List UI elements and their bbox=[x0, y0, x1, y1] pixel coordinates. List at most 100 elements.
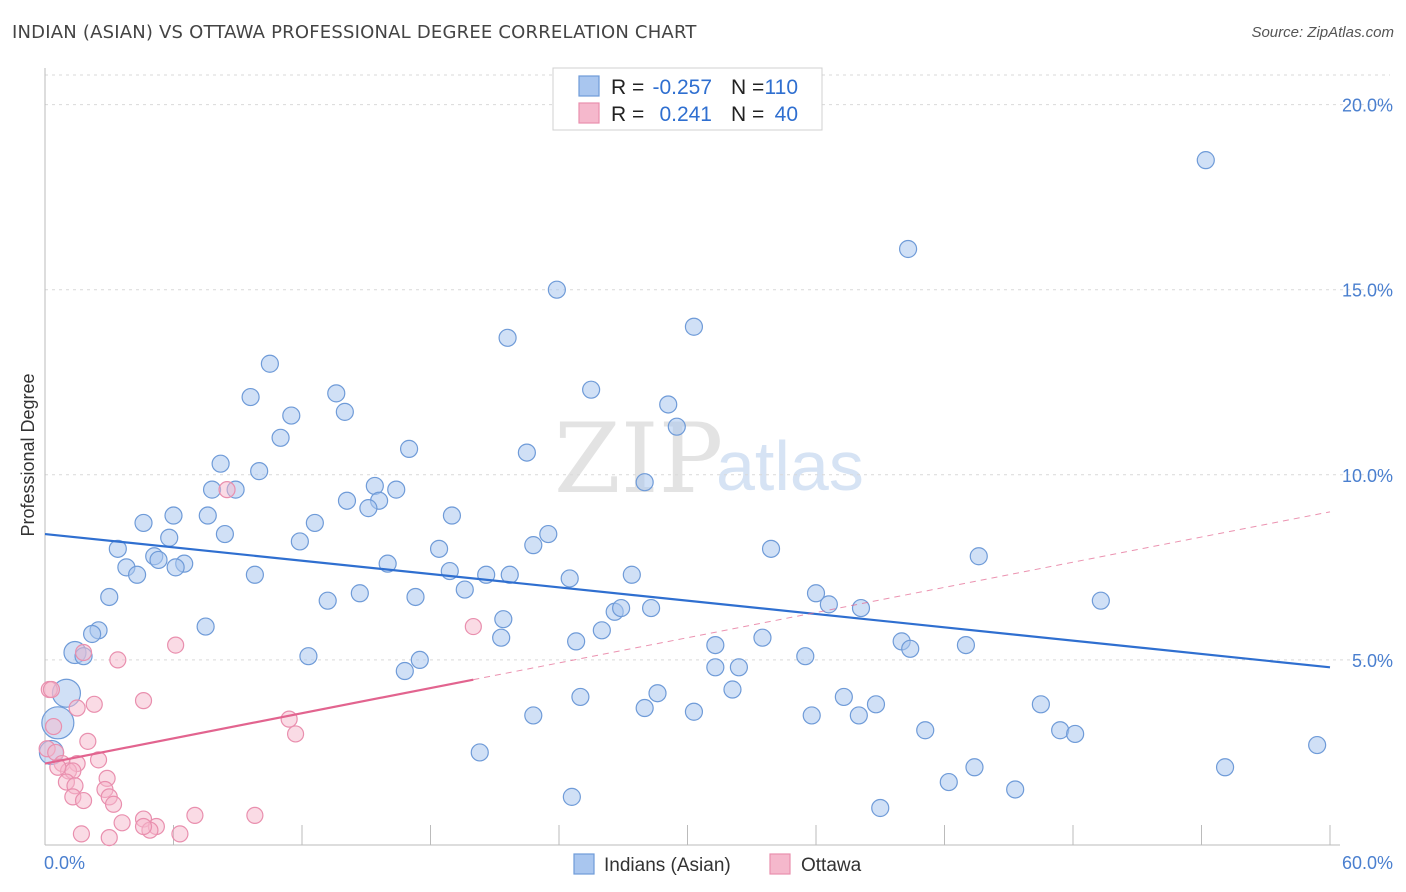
point-indians-4 bbox=[684, 317, 704, 336]
point-indians-22 bbox=[635, 473, 654, 492]
chart-source: Source: ZipAtlas.com bbox=[1251, 24, 1394, 41]
point-indians-99 bbox=[1051, 721, 1070, 740]
point-indians-56 bbox=[100, 587, 119, 607]
watermark-zip: ZIP bbox=[554, 403, 723, 515]
point-indians-91 bbox=[1031, 695, 1050, 714]
point-indians-21 bbox=[387, 480, 406, 499]
point-ottawa-33 bbox=[113, 814, 131, 832]
point-indians-71 bbox=[567, 632, 586, 651]
point-indians-82 bbox=[729, 658, 749, 677]
point-indians-102 bbox=[470, 743, 489, 762]
point-indians-67 bbox=[592, 621, 611, 640]
point-ottawa-32 bbox=[246, 806, 264, 824]
point-indians-5 bbox=[260, 354, 279, 373]
point-indians-108 bbox=[562, 787, 581, 806]
point-indians-87 bbox=[571, 687, 590, 707]
point-indians-54 bbox=[350, 584, 369, 603]
point-indians-76 bbox=[901, 639, 920, 658]
y-tick-label-3: 20.0% bbox=[1342, 96, 1393, 116]
point-indians-41 bbox=[149, 550, 168, 570]
point-indians-13 bbox=[271, 428, 290, 447]
point-indians-55 bbox=[806, 584, 826, 603]
point-indians-69 bbox=[83, 624, 102, 644]
point-indians-47 bbox=[245, 565, 264, 584]
point-indians-8 bbox=[282, 406, 301, 425]
point-indians-65 bbox=[494, 610, 513, 629]
watermark-atlas: atlas bbox=[716, 427, 864, 505]
point-indians-32 bbox=[160, 528, 179, 547]
legend-bottom-swatch-pink bbox=[769, 853, 791, 875]
point-indians-92 bbox=[866, 695, 886, 714]
legend-n-label-1: N = bbox=[731, 76, 764, 99]
point-ottawa-29 bbox=[104, 795, 123, 813]
point-indians-30 bbox=[442, 506, 462, 525]
point-ottawa-7 bbox=[134, 692, 153, 710]
legend-swatch-pink bbox=[578, 102, 600, 124]
point-indians-51 bbox=[560, 569, 579, 588]
legend-swatch-blue bbox=[578, 75, 600, 97]
point-indians-104 bbox=[1215, 758, 1235, 777]
point-ottawa-0 bbox=[218, 481, 236, 499]
point-indians-84 bbox=[395, 661, 414, 681]
point-indians-7 bbox=[327, 384, 346, 403]
point-indians-70 bbox=[492, 628, 511, 647]
point-indians-26 bbox=[198, 506, 217, 525]
point-indians-107 bbox=[1006, 780, 1025, 799]
point-indians-10 bbox=[582, 380, 601, 399]
point-indians-39 bbox=[969, 547, 988, 566]
legend-top: R = -0.257 N = 110 R = 0.241 N = 40 bbox=[552, 67, 823, 131]
point-indians-79 bbox=[299, 647, 318, 666]
point-indians-12 bbox=[667, 417, 686, 436]
legend-bottom-label-ottawa: Ottawa bbox=[801, 855, 862, 876]
legend-r-label-2: R = bbox=[611, 103, 644, 126]
legend-bottom-swatch-blue bbox=[573, 853, 595, 875]
point-ottawa-31 bbox=[186, 806, 204, 824]
point-ottawa-27 bbox=[74, 791, 93, 810]
point-indians-9 bbox=[335, 402, 354, 421]
point-ottawa-2 bbox=[167, 636, 185, 654]
point-indians-105 bbox=[965, 758, 984, 777]
legend-r-value-1: -0.257 bbox=[652, 76, 712, 99]
point-indians-38 bbox=[761, 539, 781, 558]
point-indians-16 bbox=[211, 454, 230, 473]
trend-line-ottawa-solid bbox=[44, 678, 474, 765]
point-indians-98 bbox=[916, 721, 935, 740]
point-indians-1 bbox=[898, 239, 918, 259]
point-ottawa-6 bbox=[42, 680, 61, 699]
point-ottawa-13 bbox=[79, 732, 97, 750]
point-indians-35 bbox=[108, 539, 127, 558]
point-indians-25 bbox=[359, 499, 378, 518]
y-axis-label: Professional Degree bbox=[18, 373, 38, 536]
point-ottawa-4 bbox=[109, 651, 127, 669]
point-ottawa-39 bbox=[100, 828, 118, 847]
point-indians-53 bbox=[455, 580, 474, 599]
point-indians-45 bbox=[378, 554, 397, 573]
point-indians-17 bbox=[250, 462, 269, 481]
point-indians-94 bbox=[684, 702, 704, 721]
point-indians-3 bbox=[498, 328, 517, 347]
legend-bottom: Indians (Asian) Ottawa bbox=[573, 853, 862, 876]
point-indians-27 bbox=[164, 506, 183, 525]
point-indians-72 bbox=[753, 628, 772, 647]
legend-bottom-label-indians: Indians (Asian) bbox=[604, 855, 731, 876]
point-indians-83 bbox=[706, 658, 725, 677]
point-ottawa-8 bbox=[85, 695, 103, 713]
point-indians-62 bbox=[612, 598, 631, 618]
y-tick-label-0: 5.0% bbox=[1352, 651, 1393, 671]
point-indians-0 bbox=[1196, 151, 1215, 170]
x-tick-label-0: 0.0% bbox=[44, 853, 85, 873]
point-ottawa-36 bbox=[171, 825, 189, 843]
point-indians-31 bbox=[215, 524, 234, 544]
point-ottawa-11 bbox=[286, 725, 305, 743]
trend-lines bbox=[44, 511, 1331, 765]
point-indians-29 bbox=[305, 513, 324, 533]
point-indians-97 bbox=[849, 706, 868, 725]
point-indians-88 bbox=[723, 680, 742, 699]
point-ottawa-9 bbox=[68, 699, 86, 717]
series-ottawa bbox=[38, 481, 482, 847]
point-indians-59 bbox=[1091, 591, 1110, 610]
point-ottawa-3 bbox=[74, 643, 93, 662]
legend-n-label-2: N = bbox=[731, 103, 764, 126]
point-indians-23 bbox=[337, 491, 357, 510]
